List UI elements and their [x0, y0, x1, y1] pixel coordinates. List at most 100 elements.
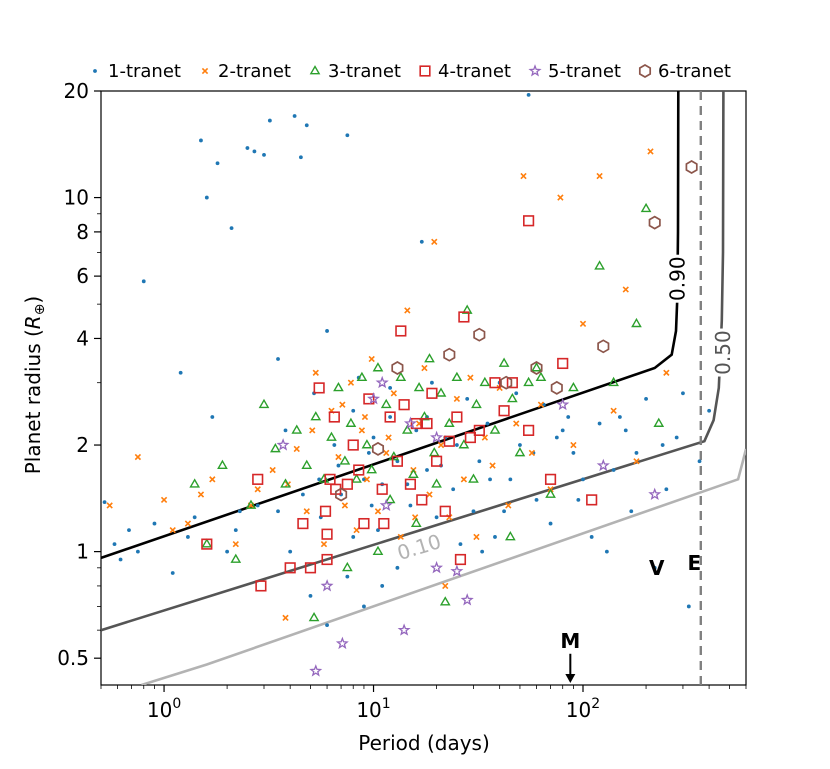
point-5-tranet — [556, 397, 570, 411]
point-6-tranet — [335, 487, 348, 502]
point-3-tranet — [201, 538, 213, 548]
point-1-tranet — [204, 195, 209, 200]
point-6-tranet — [443, 347, 456, 362]
legend-marker-4-tranet — [419, 65, 431, 77]
point-1-tranet — [252, 149, 257, 154]
point-2-tranet — [368, 355, 375, 363]
y-tick-label: 8 — [76, 220, 89, 244]
point-2-tranet — [347, 379, 355, 386]
point-3-tranet — [410, 517, 422, 527]
point-4-tranet — [328, 411, 340, 423]
point-2-tranet — [160, 496, 168, 504]
planet-label-E: E — [687, 551, 701, 575]
point-3-tranet — [545, 488, 556, 498]
point-2-tranet — [426, 491, 433, 498]
point-1-tranet — [362, 604, 366, 609]
point-4-tranet — [430, 455, 443, 467]
point-1-tranet — [229, 226, 234, 230]
point-4-tranet — [416, 494, 428, 506]
point-2-tranet — [489, 462, 496, 469]
point-3-tranet — [372, 362, 384, 372]
point-3-tranet — [345, 417, 357, 427]
point-2-tranet — [339, 401, 346, 408]
point-1-tranet — [192, 515, 197, 520]
point-3-tranet — [653, 417, 665, 427]
point-1-tranet — [597, 421, 602, 426]
point-1-tranet — [697, 459, 702, 464]
point-1-tranet — [686, 604, 691, 609]
point-1-tranet — [652, 565, 657, 570]
point-1-tranet — [245, 146, 250, 150]
point-4-tranet — [319, 505, 332, 517]
point-1-tranet — [388, 415, 393, 419]
point-3-tranet — [217, 459, 228, 469]
point-3-tranet — [451, 371, 463, 382]
point-3-tranet — [366, 464, 378, 474]
point-1-tranet — [332, 443, 337, 447]
point-3-tranet — [401, 424, 413, 434]
series-3-tranet — [189, 202, 665, 622]
mars-arrow-head — [565, 674, 576, 683]
point-2-tranet — [385, 434, 392, 441]
point-1-tranet — [345, 574, 350, 579]
point-6-tranet — [550, 380, 563, 395]
point-3-tranet — [301, 459, 313, 469]
point-5-tranet — [335, 636, 349, 650]
legend-label-6-tranet: 6-tranet — [658, 61, 731, 82]
point-1-tranet — [288, 549, 293, 554]
point-5-tranet — [375, 375, 389, 389]
point-1-tranet — [308, 593, 313, 598]
point-1-tranet — [233, 528, 238, 533]
point-1-tranet — [135, 549, 140, 554]
point-1-tranet — [566, 415, 571, 419]
point-4-tranet — [255, 580, 267, 592]
point-1-tranet — [127, 528, 131, 533]
point-3-tranet — [361, 439, 373, 449]
point-1-tranet — [471, 509, 476, 514]
point-4-tranet — [523, 424, 535, 436]
point-1-tranet — [518, 443, 522, 447]
point-1-tranet — [674, 435, 679, 440]
point-3-tranet — [245, 499, 257, 509]
planet-label-V: V — [649, 556, 665, 580]
point-2-tranet — [303, 508, 310, 515]
point-5-tranet — [309, 664, 323, 677]
point-4-tranet — [489, 377, 501, 389]
point-1-tranet — [371, 435, 376, 440]
contour-lines — [101, 91, 746, 685]
point-4-tranet — [506, 377, 518, 389]
point-1-tranet — [576, 497, 581, 502]
point-3-tranet — [339, 455, 351, 465]
point-2-tranet — [528, 449, 536, 457]
x-tick-label: 102 — [566, 696, 600, 722]
point-2-tranet — [663, 369, 670, 376]
point-3-tranet — [435, 387, 447, 397]
y-tick-label: 10 — [64, 186, 89, 210]
series-5-tranet — [276, 375, 662, 677]
planet-label-M: M — [560, 629, 580, 653]
point-1-tranet — [351, 408, 356, 413]
point-4-tranet — [421, 417, 433, 430]
point-1-tranet — [414, 428, 419, 433]
point-4-tranet — [321, 553, 333, 566]
point-4-tranet — [391, 455, 403, 467]
point-2-tranet — [513, 420, 520, 427]
point-3-tranet — [318, 473, 330, 483]
point-1-tranet — [629, 509, 634, 514]
point-6-tranet — [530, 361, 543, 375]
point-2-tranet — [312, 369, 319, 376]
legend-marker-6-tranet — [638, 64, 652, 78]
point-1-tranet — [454, 443, 459, 447]
point-5-tranet — [379, 498, 393, 511]
point-3-tranet — [523, 376, 534, 387]
legend-marker-3-tranet — [309, 65, 321, 75]
point-4-tranet — [426, 387, 438, 399]
point-4-tranet — [284, 562, 296, 574]
point-2-tranet — [134, 453, 142, 461]
point-3-tranet — [594, 260, 605, 270]
point-1-tranet — [215, 161, 220, 166]
point-3-tranet — [514, 447, 526, 457]
point-2-tranet — [557, 194, 564, 201]
point-3-tranet — [461, 304, 473, 314]
point-5-tranet — [430, 560, 444, 574]
